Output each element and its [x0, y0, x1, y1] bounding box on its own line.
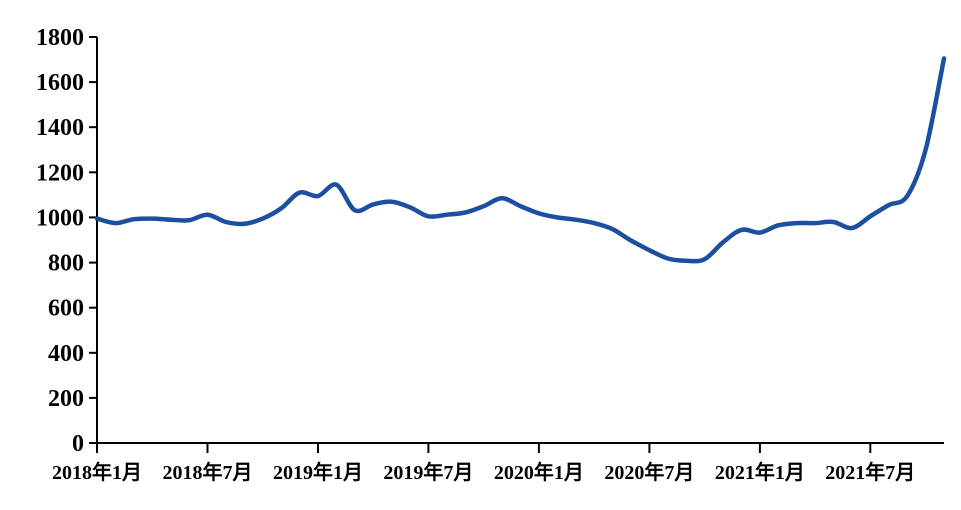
- x-axis-tick-label: 2019年7月: [383, 460, 473, 484]
- y-axis-tick-label: 1200: [36, 160, 84, 186]
- x-axis-tick-label: 2021年1月: [715, 460, 805, 484]
- y-axis-tick-label: 1600: [36, 70, 84, 96]
- series-line: [94, 56, 947, 264]
- y-axis-tick-label: 200: [48, 386, 84, 412]
- x-axis-tick-label: 2018年1月: [52, 460, 142, 484]
- y-axis-tick-label: 1000: [36, 205, 84, 231]
- y-axis-tick-label: 1400: [36, 115, 84, 141]
- x-axis-tick-label: 2019年1月: [273, 460, 363, 484]
- y-axis-tick-label: 800: [48, 251, 84, 277]
- y-axis-tick-label: 0: [72, 431, 84, 457]
- y-axis-tick-label: 600: [48, 296, 84, 322]
- x-axis-tick-label: 2021年7月: [825, 460, 915, 484]
- y-axis-tick-label: 400: [48, 341, 84, 367]
- x-axis-tick-label: 2020年1月: [494, 460, 584, 484]
- x-axis-tick-label: 2020年7月: [604, 460, 694, 484]
- y-axis-tick-label: 1800: [36, 25, 84, 51]
- x-axis-tick-label: 2018年7月: [163, 460, 253, 484]
